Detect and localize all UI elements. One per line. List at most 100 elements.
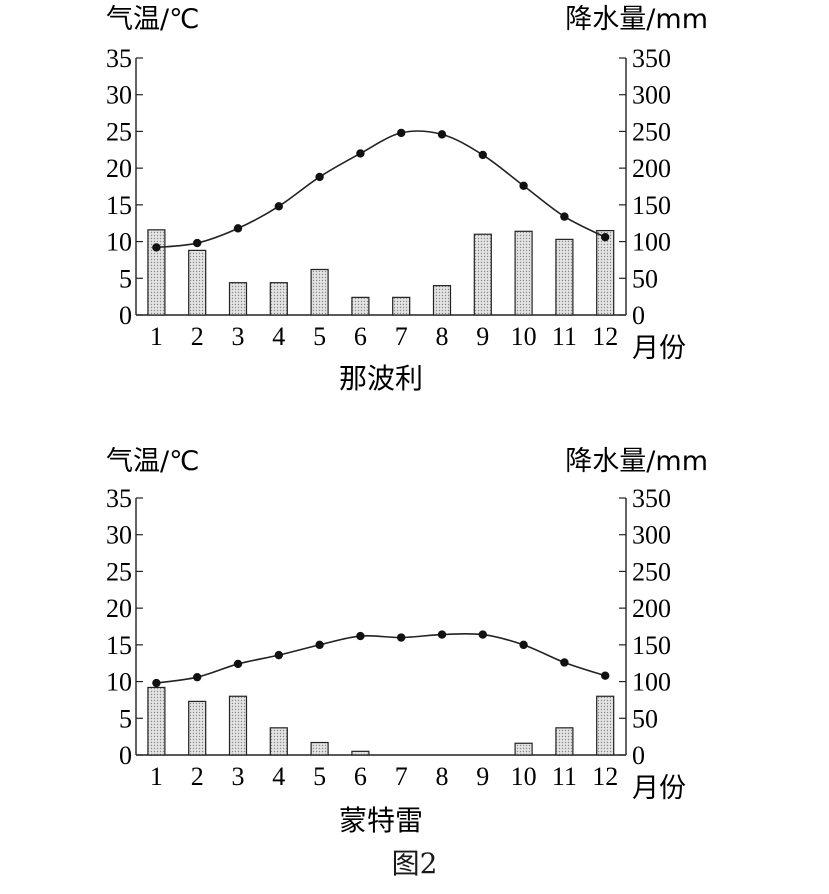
- temperature-point: [397, 128, 406, 138]
- x-tick-label: 4: [272, 762, 285, 791]
- x-tick-label: 3: [232, 322, 245, 351]
- precipitation-bar: [269, 727, 288, 756]
- precipitation-bar: [596, 695, 615, 756]
- y-tick-label-left: 0: [119, 301, 132, 330]
- temperature-point: [315, 640, 324, 650]
- y-tick-label-left: 20: [106, 154, 132, 183]
- y-tick-label-left: 30: [106, 81, 132, 110]
- y-tick-label-right: 150: [632, 191, 671, 220]
- y-tick-label-left: 25: [106, 557, 132, 586]
- precipitation-bar: [228, 282, 248, 316]
- x-tick-label: 10: [511, 322, 537, 351]
- y-tick-label-left: 5: [119, 704, 132, 733]
- y-axis-title-left: 气温/℃: [106, 446, 199, 477]
- temperature-point: [233, 659, 243, 669]
- y-tick-label-right: 50: [632, 704, 658, 733]
- y-tick-label-left: 25: [106, 117, 132, 146]
- chart-title: 那波利: [339, 362, 423, 395]
- precipitation-bar: [555, 727, 574, 756]
- x-tick-label: 10: [511, 762, 537, 791]
- temperature-point: [437, 130, 447, 139]
- temperature-point: [478, 630, 487, 639]
- y-tick-label-right: 250: [632, 117, 671, 146]
- temperature-point: [478, 150, 487, 160]
- y-tick-label-right: 0: [632, 741, 645, 770]
- x-tick-label: 4: [272, 322, 285, 351]
- x-tick-label: 2: [191, 322, 204, 351]
- y-tick-label-left: 10: [106, 228, 132, 257]
- x-tick-label: 5: [313, 762, 326, 791]
- precipitation-bar: [351, 750, 370, 756]
- x-axis-title: 月份: [632, 773, 686, 804]
- x-tick-label: 12: [592, 322, 618, 351]
- temperature-point: [601, 232, 610, 242]
- precipitation-bar: [188, 249, 207, 316]
- precipitation-bar: [514, 230, 533, 316]
- x-tick-label: 6: [354, 762, 367, 791]
- x-tick-label: 12: [592, 762, 618, 791]
- temperature-point: [601, 671, 610, 680]
- x-tick-label: 1: [150, 762, 163, 791]
- y-tick-label-left: 10: [106, 668, 132, 697]
- y-tick-label-right: 250: [632, 557, 671, 586]
- x-tick-label: 7: [395, 322, 408, 351]
- y-tick-label-left: 20: [106, 594, 132, 623]
- x-tick-label: 9: [476, 322, 489, 351]
- temperature-point: [315, 172, 324, 182]
- figure-caption: 图2: [391, 847, 438, 880]
- temperature-point: [560, 658, 569, 667]
- y-tick-label-right: 200: [632, 594, 671, 623]
- precipitation-bar: [147, 229, 166, 316]
- temperature-point: [437, 630, 447, 639]
- precipitation-bar: [514, 742, 533, 756]
- temperature-point: [193, 238, 202, 248]
- temperature-point: [233, 224, 243, 233]
- x-tick-label: 2: [191, 762, 204, 791]
- x-tick-label: 1: [150, 322, 163, 351]
- y-tick-label-right: 150: [632, 631, 671, 660]
- temperature-point: [519, 640, 528, 650]
- y-tick-label-right: 350: [632, 44, 671, 73]
- y-tick-label-right: 0: [632, 301, 645, 330]
- x-tick-label: 8: [436, 762, 449, 791]
- temperature-point: [193, 672, 202, 682]
- y-tick-label-left: 15: [106, 191, 132, 220]
- y-axis-title-left: 气温/℃: [106, 4, 199, 35]
- temperature-point: [274, 202, 283, 211]
- y-tick-label-left: 15: [106, 631, 132, 660]
- precipitation-bar: [392, 296, 411, 316]
- x-tick-label: 8: [436, 322, 449, 351]
- y-tick-label-right: 100: [632, 668, 671, 697]
- y-tick-label-right: 300: [632, 521, 671, 550]
- precipitation-bar: [147, 686, 166, 756]
- temperature-point: [356, 631, 365, 641]
- temperature-point: [519, 181, 528, 190]
- precipitation-bar: [310, 268, 329, 316]
- precipitation-bar: [555, 238, 574, 316]
- temperature-point: [560, 212, 569, 221]
- temperature-point: [397, 633, 406, 642]
- y-tick-label-right: 350: [632, 484, 671, 513]
- x-tick-label: 7: [395, 762, 408, 791]
- y-tick-label-right: 200: [632, 154, 671, 183]
- chart-title: 蒙特雷: [339, 804, 423, 837]
- x-tick-label: 9: [476, 762, 489, 791]
- x-tick-label: 6: [354, 322, 367, 351]
- y-tick-label-left: 35: [106, 484, 132, 513]
- y-tick-label-left: 0: [119, 741, 132, 770]
- y-tick-label-right: 300: [632, 81, 671, 110]
- precipitation-bar: [228, 695, 248, 756]
- precipitation-bar: [432, 285, 452, 316]
- temperature-point: [274, 650, 283, 660]
- x-tick-label: 11: [552, 762, 577, 791]
- temperature-point: [152, 678, 161, 688]
- y-tick-label-left: 5: [119, 264, 132, 293]
- precipitation-bar: [596, 229, 615, 316]
- y-tick-label-right: 100: [632, 228, 671, 257]
- precipitation-bar: [310, 741, 329, 756]
- y-tick-label-left: 35: [106, 44, 132, 73]
- x-tick-label: 3: [232, 762, 245, 791]
